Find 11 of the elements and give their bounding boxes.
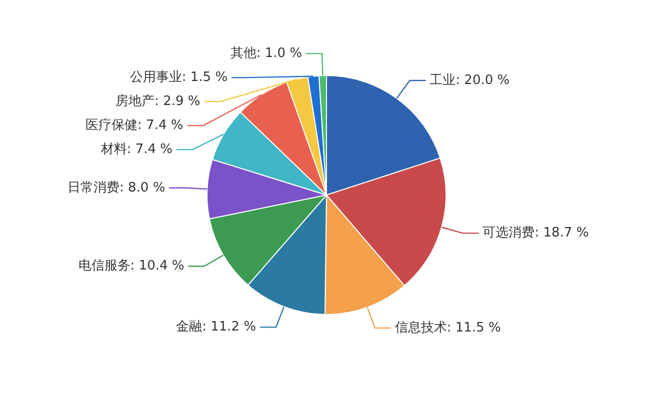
slice-label: 房地产: 2.9 % [116, 92, 200, 109]
slice-label: 其他: 1.0 % [230, 46, 302, 61]
slice-label: 材料: 7.4 % [100, 142, 172, 157]
slice-label: 医疗保健: 7.4 % [86, 118, 184, 133]
slice-label: 金融: 11.2 % [176, 320, 256, 335]
slice-label: 日常消费: 8.0 % [68, 180, 166, 196]
slice-label: 电信服务: 10.4 % [78, 258, 184, 274]
slice-label: 工业: 20.0 % [430, 72, 510, 88]
slice-label: 可选消费: 18.7 % [482, 226, 589, 241]
slice-label: 公用事业: 1.5 % [130, 70, 228, 85]
slice-label: 信息技术: 11.5 % [394, 320, 501, 336]
